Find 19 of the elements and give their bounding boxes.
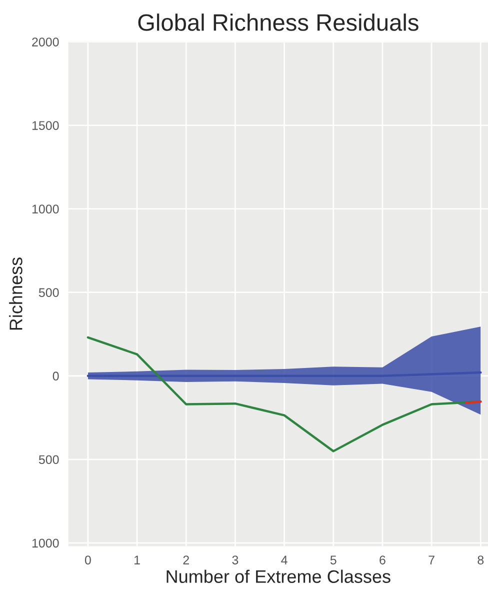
x-tick-label: 2 — [183, 556, 189, 564]
x-tick-label: 7 — [428, 556, 434, 564]
x-tick-label: 1 — [134, 556, 140, 564]
chart-title: Global Richness Residuals — [138, 14, 418, 31]
y-tick-label: 0 — [52, 372, 59, 381]
y-tick-label: 1500 — [32, 121, 59, 130]
y-tick-label: 1000 — [32, 204, 59, 214]
y-tick-label: 2000 — [32, 38, 59, 46]
x-tick-label: 0 — [84, 556, 91, 564]
x-tick-label: 4 — [281, 556, 288, 564]
y-tick-label: 500 — [38, 455, 59, 464]
x-tick-label: 3 — [232, 556, 238, 564]
y-tick-label: 500 — [38, 288, 59, 298]
x-tick-label: 5 — [330, 556, 336, 564]
x-tick-label: 8 — [478, 556, 484, 564]
y-axis-title: Richness — [9, 258, 22, 330]
y-tick-label: 1000 — [32, 538, 59, 548]
x-axis-title: Number of Extreme Classes — [166, 570, 390, 583]
x-tick-label: 6 — [380, 556, 386, 564]
